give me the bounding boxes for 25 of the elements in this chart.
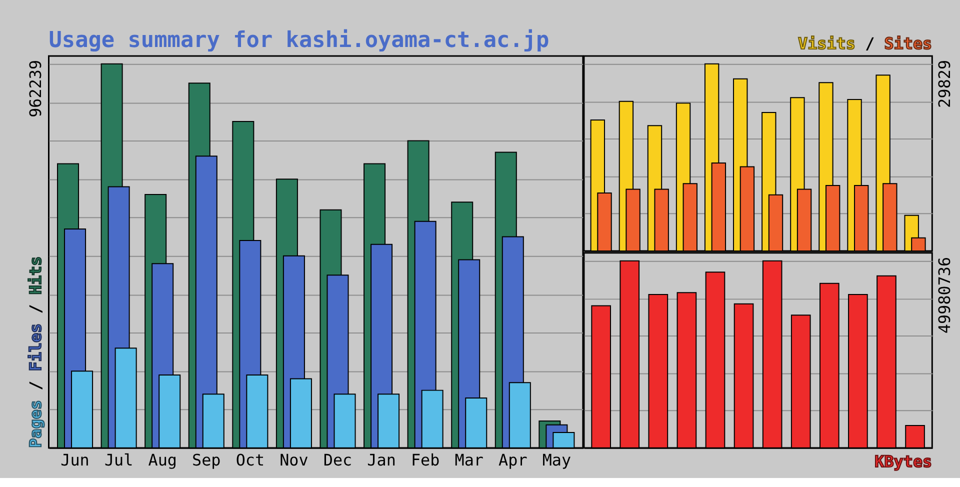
text: 49980736 [935,256,954,334]
x-tick-label: Mar [454,450,484,470]
x-tick-label: Nov [280,450,308,470]
text: Sites [884,34,932,53]
text: 962239 [26,60,45,118]
text: Hits [26,256,45,295]
text: Files [26,323,45,372]
x-tick-label: May [542,450,572,470]
series-label: KBytes [874,452,932,471]
text: 29829 [935,60,954,108]
x-tick-label: Feb [410,450,440,470]
x-tick-label: Jun [60,450,90,470]
text: / [26,304,45,314]
series-label: Visits [798,34,856,53]
text: / [26,380,45,390]
x-tick-label: Jul [104,450,134,470]
chart-title: Usage summary for kashi.oyama-ct.ac.jp [48,28,550,53]
x-tick-label: Oct [236,450,265,470]
text: Pages [26,400,45,448]
x-tick-label: Jan [367,450,396,470]
x-tick-label: Sep [192,450,221,470]
x-tick-label: Aug [148,450,177,470]
text: / [865,34,875,53]
x-tick-label: Dec [323,450,352,470]
x-tick-label: Apr [498,450,528,470]
